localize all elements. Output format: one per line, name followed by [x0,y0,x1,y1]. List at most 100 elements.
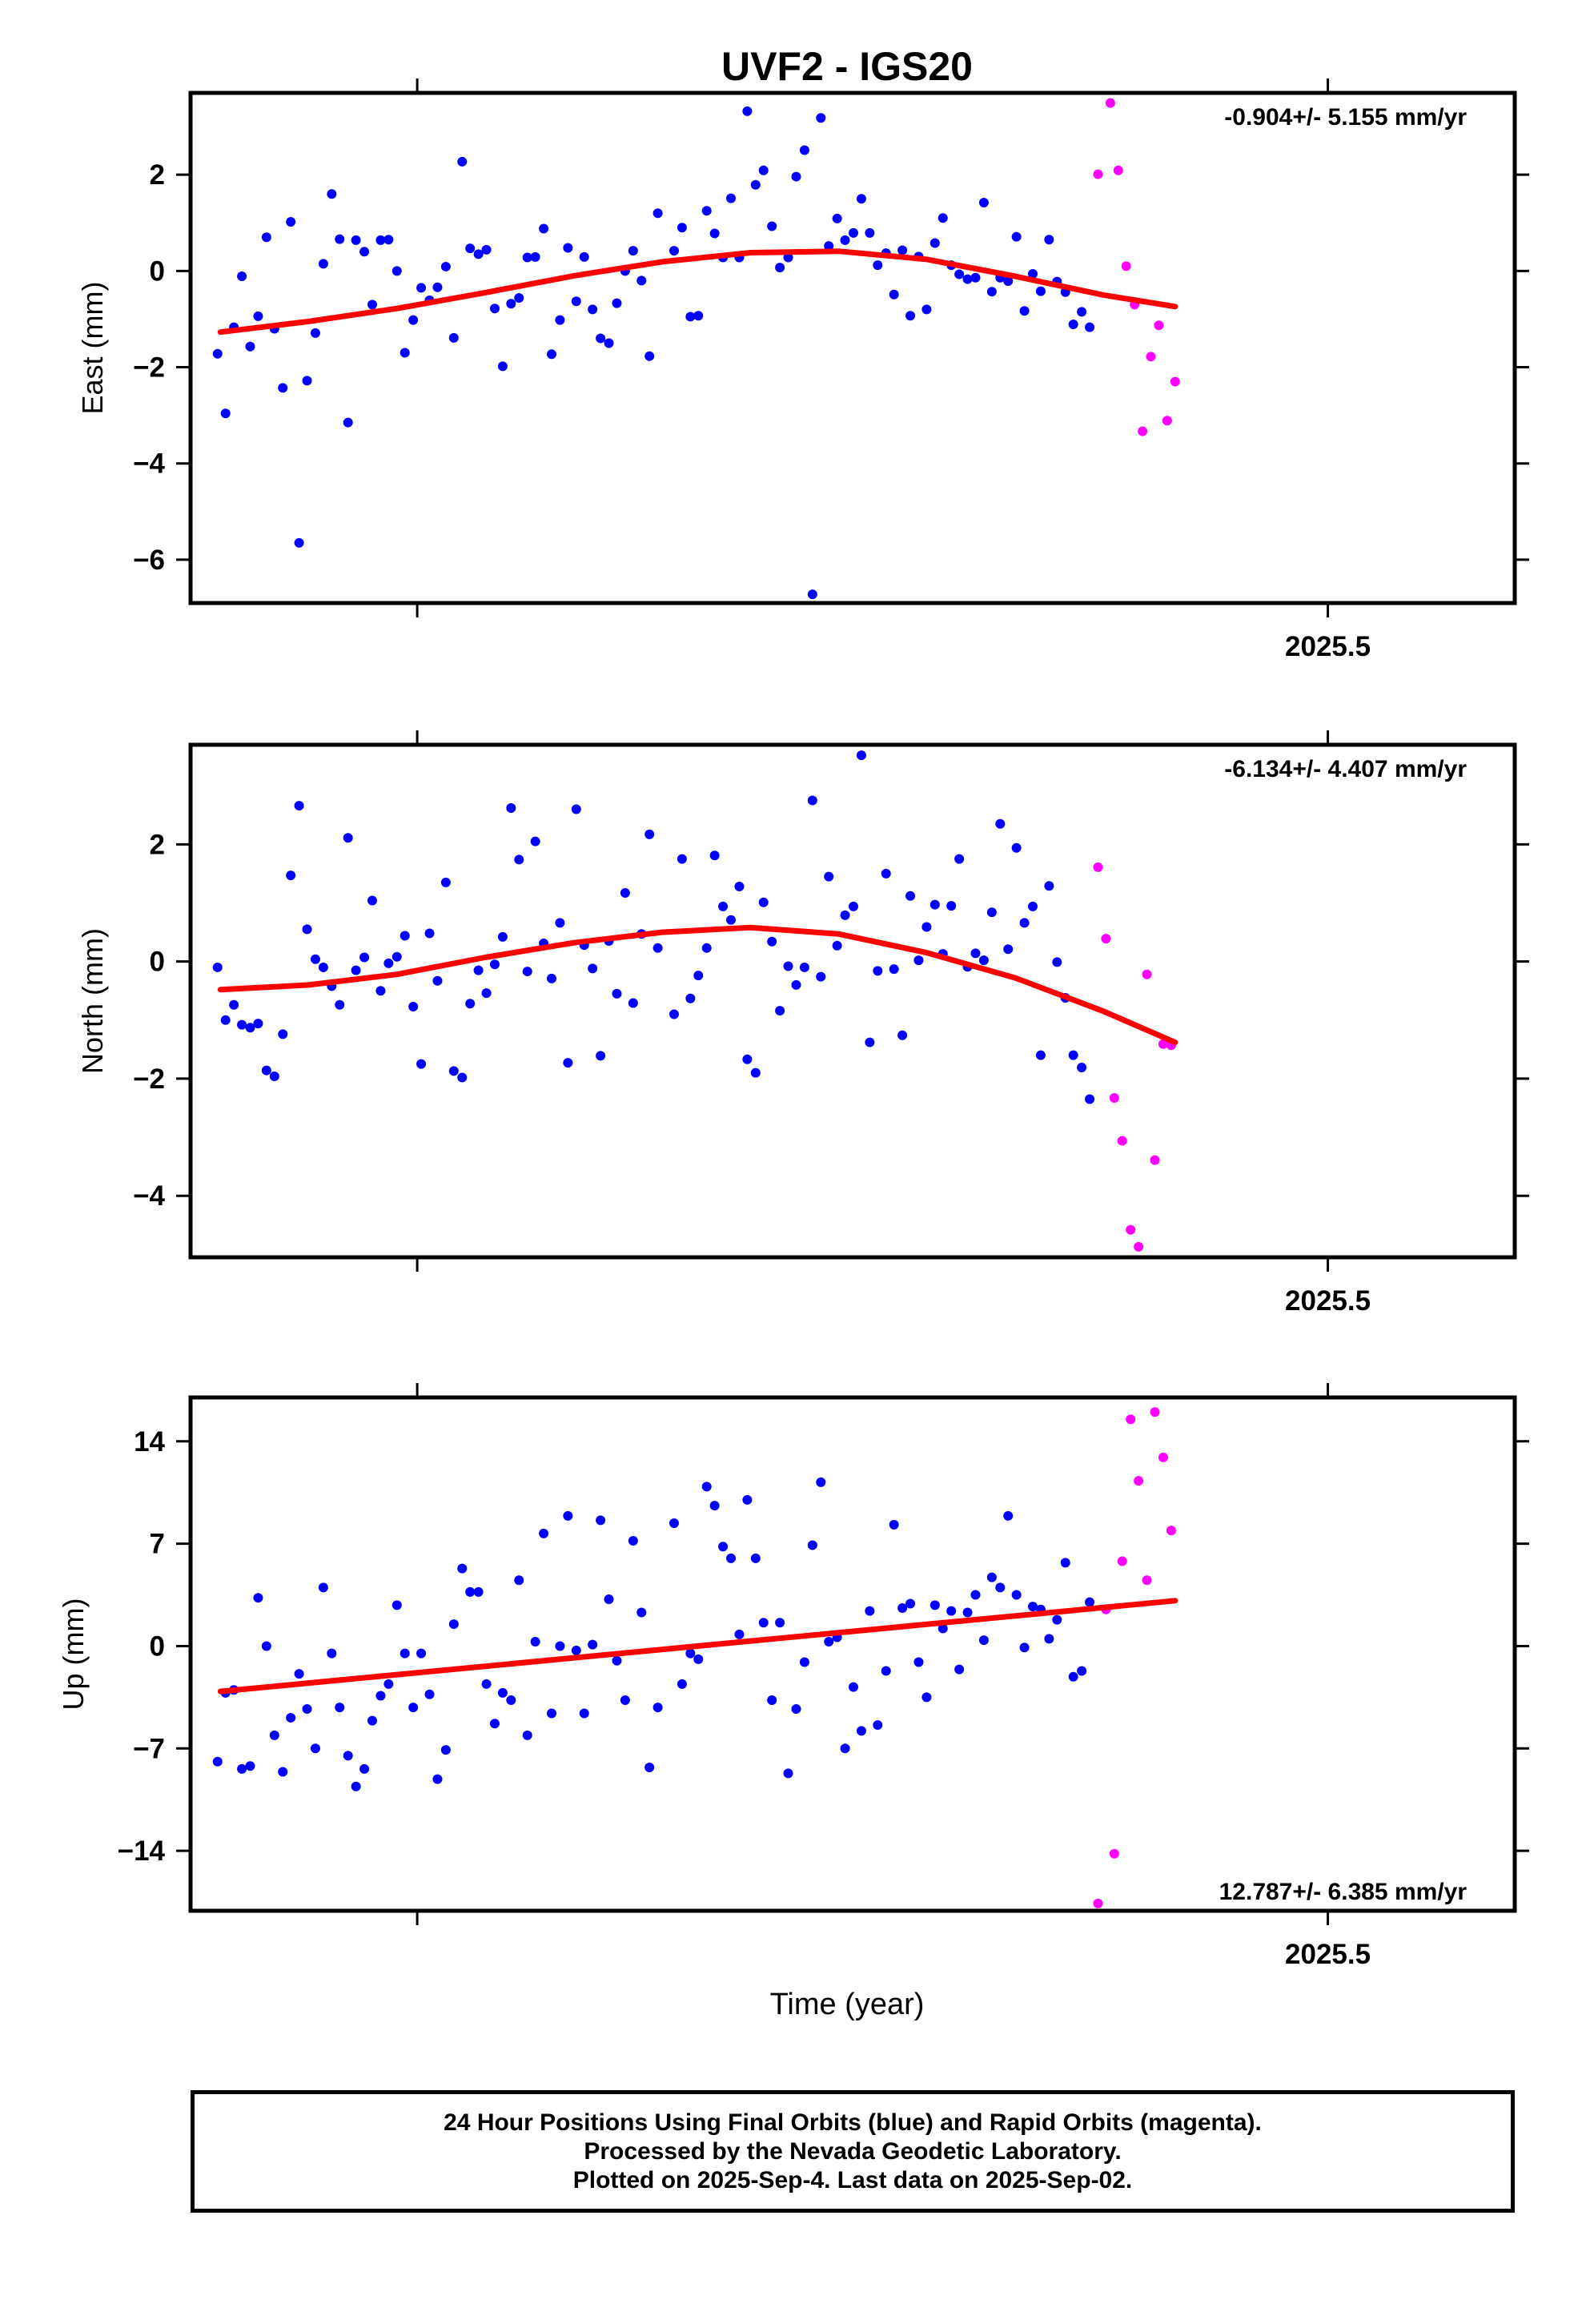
data-point-final [783,1768,793,1779]
footer-line-1: 24 Hour Positions Using Final Orbits (bl… [444,2109,1262,2136]
data-point-final [539,1528,549,1538]
data-point-final [709,850,720,861]
data-point-final [588,963,598,974]
data-point-final [1085,1597,1095,1607]
data-point-final [555,918,565,928]
data-point-final [261,1065,271,1076]
data-point-rapid [1093,1898,1103,1908]
data-point-final [750,1553,761,1563]
y-tick-label: 0 [150,947,165,978]
fit-curve [217,924,1178,1046]
x-axis-label: Time (year) [770,1988,925,2021]
data-point-final [432,1774,443,1784]
data-point-final [563,1058,573,1068]
data-point-final [799,1657,809,1667]
data-point-final [555,315,565,325]
data-point-final [237,271,247,281]
data-point-final [563,1510,573,1521]
data-point-final [628,246,638,256]
data-point-final [465,999,476,1009]
data-point-final [359,247,370,257]
data-point-rapid [1113,165,1123,175]
data-point-final [506,299,516,309]
data-point-final [791,171,801,182]
footer-line-3: Plotted on 2025-Sep-4. Last data on 2025… [572,2166,1133,2193]
data-point-final [351,965,361,975]
data-point-final [905,891,916,901]
footer-line-2: Processed by the Nevada Geodetic Laborat… [584,2137,1122,2165]
y-tick-label: −2 [133,1063,165,1095]
data-point-final [1052,1614,1062,1625]
data-point-final [604,1594,614,1605]
data-point-final [677,1679,687,1689]
data-point-final [588,304,598,315]
data-point-final [832,213,842,223]
data-point-final [742,1054,753,1064]
data-point-final [253,1019,263,1029]
data-point-final [335,999,345,1010]
series-final [212,750,1095,1104]
data-point-final [481,988,492,999]
data-point-final [816,113,826,123]
data-point-final [448,1066,459,1076]
data-point-final [286,870,296,881]
data-point-final [840,1743,850,1754]
data-point-rapid [1126,1224,1136,1235]
y-tick-label: 2 [150,159,165,191]
data-point-final [905,311,916,321]
data-point-rapid [1158,1039,1168,1049]
data-point-final [514,1575,524,1586]
data-point-rapid [1138,426,1148,436]
data-point-final [930,238,940,248]
data-point-final [685,312,696,322]
data-point-final [1019,1642,1030,1653]
data-point-final [685,993,696,1003]
data-point-final [530,836,540,846]
data-point-rapid [1093,862,1103,872]
data-point-final [596,333,606,344]
footer-caption: 24 Hour Positions Using Final Orbits (bl… [191,2090,1515,2213]
data-point-final [750,179,761,190]
data-point-final [440,1745,451,1755]
data-point-final [718,901,729,911]
data-point-final [783,252,793,263]
data-point-final [253,1593,263,1603]
data-point-rapid [1150,1407,1160,1417]
data-point-final [286,217,296,227]
data-point-final [1052,957,1062,967]
data-point-final [530,1636,540,1647]
data-point-final [701,1482,712,1492]
y-tick-label: 2 [150,829,165,860]
data-point-final [750,1068,761,1078]
data-point-final [481,1679,492,1689]
data-point-final [701,206,712,216]
plot-frame [188,90,1517,605]
x-tick-label: 2025.5 [1285,1285,1371,1317]
data-point-final [375,1691,386,1701]
data-point-final [1085,1094,1095,1104]
fit-curve [217,1598,1178,1695]
data-point-final [897,1602,908,1613]
data-point-final [1060,1558,1070,1568]
data-point-final [1003,944,1014,955]
data-point-final [457,1563,468,1574]
y-tick-label: 7 [150,1529,165,1560]
data-point-rapid [1117,1556,1127,1566]
data-point-final [383,235,394,245]
data-point-final [604,338,614,348]
data-point-final [1035,286,1046,296]
data-point-final [343,1751,353,1761]
x-tick-label: 2025.5 [1285,631,1371,662]
data-point-final [978,1635,989,1646]
plot-area [212,98,1180,600]
data-point-final [465,243,476,254]
panel-1: 2 0 −2 −4 −6 2025.5 East (mm) -0.904+/- 5.155 m… [76,78,1529,662]
y-tick-label: −4 [133,448,165,480]
data-point-final [856,750,866,761]
data-point-final [359,1763,370,1774]
data-point-final [840,235,850,245]
data-point-final [400,931,410,941]
data-point-final [448,332,459,343]
data-point-final [685,1648,696,1659]
